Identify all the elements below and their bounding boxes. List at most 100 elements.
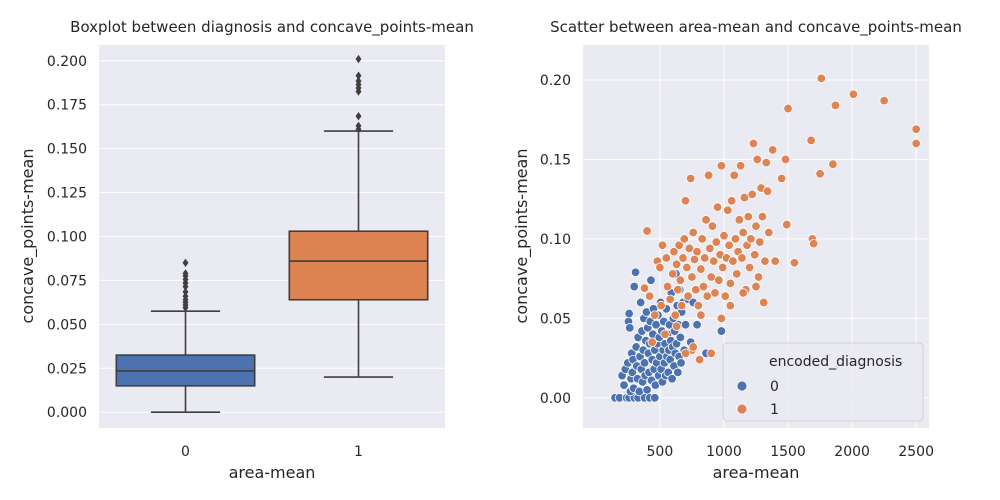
- scatter-point-series-1: [808, 238, 819, 249]
- scatter-point-series-1: [669, 246, 679, 257]
- scatter-x-tick-label: 2500: [898, 444, 934, 460]
- scatter-point-series-1: [647, 337, 657, 347]
- boxplot-y-ticks: 0.000 0.025 0.050 0.075 0.100 0.125 0.150 0.175…: [47, 54, 87, 421]
- scatter-y-ticks: 0.00 0.05 0.10 0.15 0.20: [540, 73, 571, 407]
- scatter-point-series-1: [911, 138, 921, 149]
- scatter-point-series-1: [755, 237, 765, 247]
- scatter-point-series-1: [714, 275, 724, 285]
- scatter-point-series-1: [717, 262, 728, 273]
- scatter-point-series-0: [629, 281, 639, 292]
- scatter-point-series-1: [706, 348, 716, 359]
- boxplot-title: Boxplot between diagnosis and concave_po…: [70, 18, 474, 37]
- scatter-point-series-1: [700, 253, 710, 263]
- scatter-panel: 0.00 0.05 0.10 0.15 0.20 500 1000 1500 2000 2500…: [512, 18, 962, 482]
- scatter-point-series-1: [752, 154, 762, 165]
- boxplot-y-tick-label: 0.025: [47, 361, 87, 377]
- boxplot-y-tick-label: 0.100: [47, 230, 87, 246]
- scatter-point-series-1: [735, 161, 746, 171]
- scatter-point-series-1: [770, 256, 780, 266]
- scatter-point-series-1: [806, 135, 816, 146]
- scatter-point-series-1: [879, 95, 889, 106]
- legend-marker-0: [736, 380, 748, 392]
- scatter-point-series-1: [730, 234, 741, 244]
- scatter-point-series-1: [707, 221, 718, 231]
- scatter-point-series-1: [685, 173, 696, 184]
- scatter-x-tick-label: 500: [647, 444, 674, 460]
- scatter-point-series-1: [815, 169, 825, 179]
- scatter-point-series-1: [697, 234, 707, 244]
- scatter-y-tick-label: 0.20: [540, 73, 571, 89]
- boxplot-x-tick-label: 1: [354, 444, 363, 460]
- legend-label-0: 0: [770, 379, 779, 395]
- scatter-y-tick-label: 0.00: [540, 391, 571, 407]
- scatter-point-series-0: [650, 393, 660, 403]
- box-body: [288, 230, 429, 301]
- scatter-y-tick-label: 0.10: [540, 232, 571, 248]
- legend-frame: [722, 342, 924, 422]
- scatter-point-series-1: [644, 291, 655, 301]
- scatter-point-series-1: [675, 275, 686, 285]
- scatter-point-series-1: [746, 234, 756, 244]
- scatter-point-series-1: [661, 253, 671, 263]
- scatter-point-series-1: [642, 226, 652, 236]
- scatter-point-series-1: [760, 256, 770, 266]
- scatter-point-series-1: [703, 170, 714, 181]
- scatter-point-series-0: [692, 320, 702, 330]
- scatter-point-series-1: [705, 243, 715, 254]
- box-outlier: [355, 76, 362, 86]
- scatter-point-series-1: [710, 288, 720, 298]
- scatter-point-series-1: [657, 240, 668, 250]
- boxplot-y-tick-label: 0.000: [47, 405, 87, 421]
- scatter-point-series-1: [719, 231, 729, 241]
- scatter-point-series-1: [764, 227, 774, 238]
- scatter-point-series-1: [680, 348, 691, 359]
- box-outlier: [182, 258, 189, 268]
- scatter-point-series-1: [660, 329, 670, 339]
- scatter-point-series-0: [646, 275, 656, 285]
- box-outlier: [182, 269, 189, 278]
- scatter-point-series-1: [848, 89, 859, 99]
- scatter-point-series-0: [673, 367, 683, 378]
- box-outlier: [182, 292, 189, 301]
- scatter-point-series-1: [716, 161, 727, 171]
- boxplot-x-axis-label: area-mean: [229, 463, 316, 482]
- scatter-point-series-1: [668, 269, 678, 279]
- scatter-y-tick-label: 0.15: [540, 152, 571, 168]
- boxplot-y-tick-label: 0.175: [47, 98, 87, 114]
- scatter-point-series-0: [627, 367, 638, 378]
- boxplot-y-tick-label: 0.050: [47, 317, 87, 333]
- scatter-point-series-1: [830, 100, 841, 111]
- scatter-point-series-1: [734, 215, 745, 225]
- scatter-point-series-0: [675, 332, 686, 343]
- scatter-point-series-0: [619, 380, 629, 390]
- scatter-point-series-1: [816, 73, 827, 84]
- scatter-point-series-1: [726, 196, 737, 206]
- scatter-point-series-1: [751, 281, 761, 292]
- scatter-point-series-1: [732, 269, 742, 279]
- boxplot-panel: 0.000 0.025 0.050 0.075 0.100 0.125 0.150 0.175…: [18, 18, 474, 482]
- scatter-point-series-1: [789, 258, 800, 268]
- scatter-x-ticks: 500 1000 1500 2000 2500: [647, 444, 934, 460]
- scatter-point-series-1: [758, 297, 769, 308]
- scatter-point-series-1: [723, 205, 733, 215]
- scatter-point-series-1: [692, 246, 702, 257]
- scatter-point-series-1: [753, 272, 764, 282]
- scatter-point-series-1: [688, 227, 698, 238]
- scatter-point-series-1: [688, 342, 698, 352]
- scatter-x-tick-label: 2000: [834, 444, 870, 460]
- legend-marker-1: [736, 403, 748, 415]
- scatter-point-series-1: [712, 202, 723, 212]
- scatter-point-series-1: [671, 321, 682, 331]
- scatter-point-series-1: [711, 237, 721, 247]
- scatter-point-series-1: [696, 264, 706, 274]
- scatter-title: Scatter between area-mean and concave_po…: [550, 18, 962, 37]
- scatter-point-series-1: [670, 310, 680, 320]
- scatter-point-series-1: [650, 310, 660, 320]
- scatter-point-series-1: [725, 278, 736, 289]
- scatter-point-series-1: [767, 145, 778, 155]
- scatter-point-series-1: [828, 159, 838, 169]
- scatter-point-series-1: [780, 154, 791, 165]
- scatter-point-series-1: [782, 219, 792, 230]
- scatter-point-series-1: [689, 254, 700, 265]
